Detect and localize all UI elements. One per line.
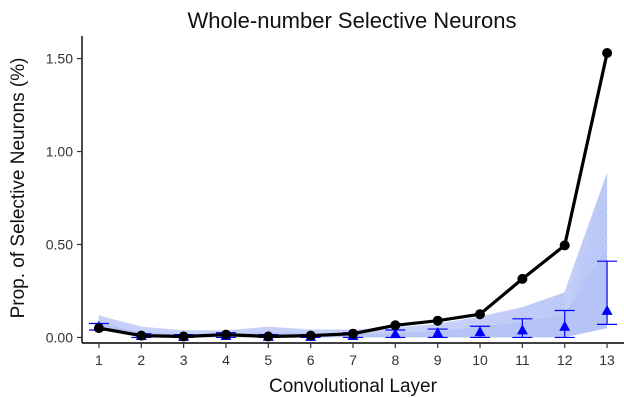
main-series-line	[98, 52, 609, 339]
x-tick-label: 1	[95, 352, 103, 368]
x-tick-label: 7	[349, 352, 357, 368]
x-tick-label: 5	[264, 352, 272, 368]
chart-title: Whole-number Selective Neurons	[188, 8, 517, 33]
permutation-band	[98, 173, 608, 338]
main-series-point	[432, 315, 443, 326]
y-axis-label: Prop. of Selective Neurons (%)	[8, 58, 29, 319]
x-tick-label: 12	[557, 352, 573, 368]
x-tick-label: 9	[434, 352, 442, 368]
triangle-point	[432, 327, 444, 338]
main-series-point	[517, 273, 528, 284]
x-tick-label: 2	[137, 352, 145, 368]
axis-layer: 0.000.501.001.501 2 3 4 5 6 7 8 9 10 11 12 13	[46, 36, 624, 368]
x-tick-label: 8	[391, 352, 399, 368]
main-series-point	[263, 331, 274, 342]
x-tick-label: 3	[180, 352, 188, 368]
main-series-point	[348, 328, 358, 339]
main-series-point	[93, 323, 104, 334]
main-series-point	[390, 320, 401, 331]
triangle-point	[474, 326, 486, 337]
triangle-point	[559, 320, 571, 331]
main-series-point	[602, 48, 613, 58]
x-tick-label: 6	[307, 352, 315, 368]
main-series-point	[221, 329, 231, 340]
x-tick-label: 11	[515, 352, 530, 368]
main-series-point	[305, 330, 316, 341]
y-tick-label: 0.00	[46, 329, 73, 345]
triangle-point	[601, 305, 613, 315]
main-series-point	[136, 330, 147, 341]
x-tick-label: 10	[472, 352, 488, 368]
main-series-point	[178, 331, 189, 342]
x-tick-label: 4	[222, 352, 230, 368]
x-tick-label: 13	[599, 352, 615, 368]
triangle-point	[389, 328, 401, 339]
y-tick-label: 1.00	[46, 144, 73, 160]
main-series-point	[559, 240, 570, 251]
y-tick-label: 0.50	[46, 236, 73, 252]
main-series-point	[475, 309, 485, 320]
triangle-point	[516, 324, 528, 335]
plot-layer	[88, 48, 618, 342]
x-axis-label: Convolutional Layer	[269, 376, 438, 397]
y-tick-label: 1.50	[46, 51, 73, 67]
